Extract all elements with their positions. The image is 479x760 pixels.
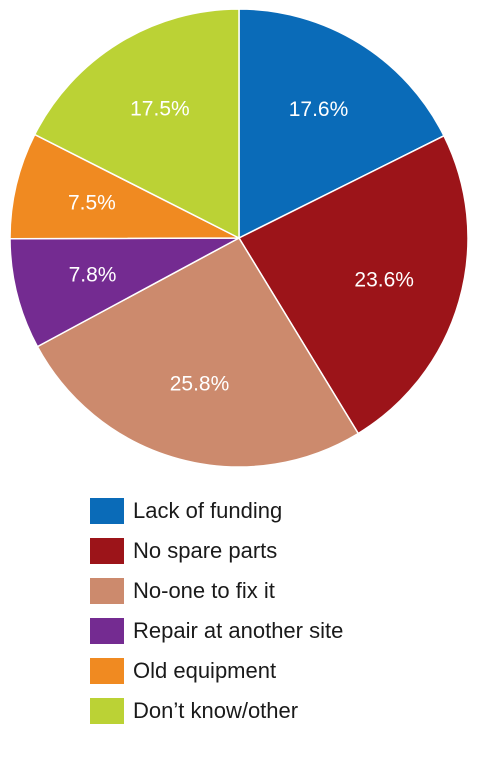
legend-label-4: Old equipment [133, 658, 277, 683]
pie-slice-4 [9, 133, 240, 240]
pie-slice-2 [36, 237, 360, 468]
legend-item-4: Old equipment [90, 654, 343, 688]
slice-value-label-0: 17.6% [289, 98, 349, 121]
pie-slice-3 [9, 237, 240, 348]
pie-value-labels: 17.6% 23.6% 25.8% 7.8% 7.5% 17.5% [68, 98, 414, 396]
pie-plot-area: 17.6% 23.6% 25.8% 7.8% 7.5% 17.5% [9, 8, 469, 468]
pie-slice-0 [238, 8, 445, 240]
legend: Lack of funding No spare parts No-one to f… [90, 494, 343, 734]
slice-value-label-2: 25.8% [170, 372, 230, 395]
slice-value-label-3: 7.8% [69, 264, 117, 287]
legend-label-5: Don’t know/other [133, 698, 299, 723]
slice-value-label-4: 7.5% [68, 192, 116, 215]
legend-item-2: No-one to fix it [90, 574, 343, 608]
legend-swatch-5 [90, 698, 124, 724]
legend-label-1: No spare parts [133, 538, 278, 563]
legend-swatch-0 [90, 498, 124, 524]
legend-swatch-3 [90, 618, 124, 644]
slice-value-label-5: 17.5% [130, 98, 190, 121]
legend-label-0: Lack of funding [133, 498, 283, 523]
slice-value-label-1: 23.6% [354, 268, 414, 291]
legend-item-0: Lack of funding [90, 494, 343, 528]
legend-swatch-1 [90, 538, 124, 564]
legend-swatch-2 [90, 578, 124, 604]
pie-slice-1 [237, 134, 469, 435]
pie-slice-5 [33, 8, 240, 240]
legend-item-1: No spare parts [90, 534, 343, 568]
legend-label-2: No-one to fix it [133, 578, 275, 603]
legend-item-3: Repair at another site [90, 614, 343, 648]
pie-slices [9, 8, 469, 468]
legend-item-5: Don’t know/other [90, 694, 343, 728]
legend-label-3: Repair at another site [133, 618, 344, 643]
legend-swatch-4 [90, 658, 124, 684]
